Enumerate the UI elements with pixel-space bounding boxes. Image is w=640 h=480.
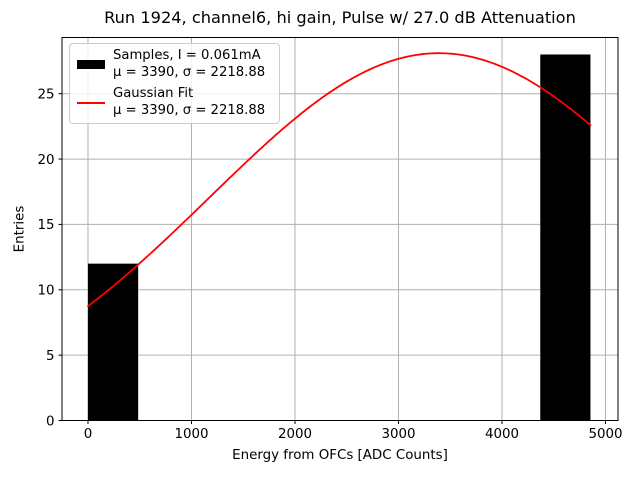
histogram-bar — [87, 263, 139, 421]
samples-stats: μ = 3390, σ = 2218.88 — [113, 64, 266, 80]
y-tick-label: 0 — [46, 414, 55, 429]
x-tick-label: 0 — [84, 427, 93, 442]
y-axis-label: Entries — [12, 205, 28, 253]
chart-title: Run 1924, channel6, hi gain, Pulse w/ 27… — [104, 8, 576, 27]
plot-frame — [61, 37, 619, 421]
y-tick-label: 5 — [46, 349, 55, 364]
tick-labels: 0 1000 2000 3000 4000 5000 0 5 10 15 20 25 — [37, 88, 622, 442]
histogram-bars — [87, 54, 591, 421]
samples-swatch-column — [77, 60, 105, 69]
x-tick-label: 2000 — [278, 427, 312, 442]
samples-legend-text: Samples, I = 0.061mA μ = 3390, σ = 2218.… — [113, 48, 265, 81]
tick-marks — [58, 93, 606, 424]
gaussian-fit-curve — [87, 52, 592, 308]
black-bar-swatch-icon — [77, 60, 105, 69]
x-axis-label: Energy from OFCs [ADC Counts] — [232, 448, 448, 463]
fit-legend-text: Gaussian Fit μ = 3390, σ = 2218.88 — [113, 86, 265, 119]
y-tick-label: 10 — [37, 284, 54, 299]
x-tick-label: 3000 — [381, 427, 415, 442]
samples-label: Samples, I = 0.061mA — [113, 48, 261, 63]
red-line-swatch-icon — [77, 101, 105, 104]
fit-stats: μ = 3390, σ = 2218.88 — [113, 102, 266, 118]
x-tick-label: 5000 — [588, 427, 622, 442]
histogram-bar — [540, 54, 591, 421]
x-tick-label: 1000 — [174, 427, 208, 442]
fit-swatch-column — [77, 101, 105, 104]
y-tick-label: 15 — [37, 218, 54, 233]
legend-box: Samples, I = 0.061mA μ = 3390, σ = 2218.… — [69, 43, 280, 124]
legend-entry-samples: Samples, I = 0.061mA μ = 3390, σ = 2218.… — [77, 48, 273, 81]
x-tick-label: 4000 — [485, 427, 519, 442]
fit-label: Gaussian Fit — [113, 86, 194, 101]
y-tick-label: 25 — [37, 88, 54, 103]
y-tick-label: 20 — [37, 153, 54, 168]
legend-entry-gaussian-fit: Gaussian Fit μ = 3390, σ = 2218.88 — [77, 86, 273, 119]
